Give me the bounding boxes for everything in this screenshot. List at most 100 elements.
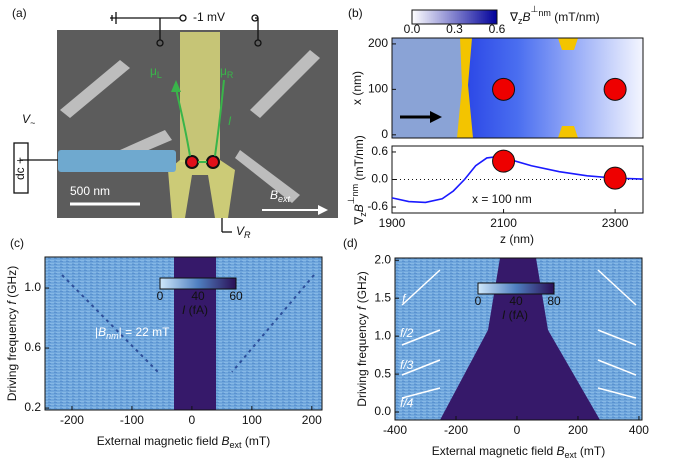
label-part: B: [352, 204, 366, 212]
heatmap-d: [394, 257, 643, 421]
y-tick-label: 1.0: [24, 280, 41, 294]
y-tick-label: -0.6: [367, 199, 388, 213]
sub: R: [244, 230, 251, 240]
harmonic-label: f/2: [400, 326, 414, 340]
y-tick-label: 1.0: [374, 328, 391, 342]
colorbar-tick: 0.3: [446, 22, 463, 36]
y-tick-label: 0.2: [24, 400, 41, 414]
x-tick-label: 0: [189, 413, 196, 427]
sub: R: [227, 70, 234, 80]
source-label: dc +: [13, 157, 27, 180]
v: V: [236, 224, 245, 238]
i: I: [182, 303, 186, 317]
colorbar: [159, 277, 237, 290]
label-part: ∇: [509, 10, 519, 24]
panel-label: (c): [10, 236, 24, 250]
y-tick-label: 0.6: [24, 340, 41, 354]
sub: nm: [106, 331, 119, 341]
y-tick-label: 2.0: [374, 252, 391, 266]
label-part: f: [5, 299, 19, 304]
label-part: ext: [230, 440, 243, 450]
y-tick-label: 1.5: [374, 290, 391, 304]
label-part: External magnetic field: [432, 444, 557, 458]
harmonic-label: f/3: [400, 358, 414, 372]
x-tick-label: 2300: [602, 216, 629, 230]
mu: μ: [220, 64, 227, 78]
axis-label: ∇zB⊥nm (mT/nm): [346, 135, 368, 226]
v: V: [22, 112, 31, 126]
colorbar-tick: 80: [547, 294, 561, 308]
label-part: nm: [538, 8, 551, 18]
sub: ~: [30, 118, 35, 128]
bias-label: -1 mV: [193, 10, 225, 24]
colorbar-label: I (fA): [182, 303, 208, 317]
colorbar: [477, 282, 555, 295]
axis-label: Driving frequency f (GHz): [5, 266, 19, 401]
label-part: (mT): [577, 444, 606, 458]
y-tick-label: 0: [381, 127, 388, 141]
label-part: ⊥: [346, 196, 356, 204]
panel-label: (b): [348, 6, 363, 20]
bmap-bg: [391, 37, 644, 139]
i: I: [502, 308, 506, 322]
b: B: [98, 325, 106, 339]
x-tick-label: -200: [60, 413, 84, 427]
label-part: f: [355, 305, 369, 310]
y-tick-label: 0.5: [374, 366, 391, 380]
axis-label: ∇zB⊥nm (mT/nm): [509, 4, 600, 26]
gate-label: VR: [236, 224, 251, 240]
axis-label: External magnetic field Bext (mT): [432, 444, 605, 460]
annotation: x = 100 nm: [472, 192, 532, 206]
unit: (fA): [185, 303, 208, 317]
harmonic-label: f: [402, 292, 407, 306]
x-tick-label: 200: [568, 423, 588, 437]
sub: ext: [278, 194, 291, 204]
curve: [391, 155, 644, 204]
scale-bar-label: 500 nm: [70, 184, 110, 198]
colorbar: [411, 9, 498, 25]
x-tick-label: -400: [383, 423, 407, 437]
dot: [492, 149, 516, 173]
y-axis-label: x (nm): [350, 71, 364, 105]
b: B: [270, 188, 278, 202]
ac-label: V~: [22, 112, 35, 128]
x-tick-label: 0: [514, 423, 521, 437]
label-part: (mT/nm): [551, 10, 600, 24]
x-tick-label: 2100: [490, 216, 517, 230]
colorbar-tick: 0.6: [489, 22, 506, 36]
mu: μ: [150, 64, 157, 78]
label-part: z: [358, 212, 368, 217]
mu-r: μR: [220, 64, 234, 80]
label-part: (mT): [242, 434, 271, 448]
x-tick-label: 1900: [379, 216, 406, 230]
y-tick-label: 0.0: [374, 404, 391, 418]
label-part: External magnetic field: [97, 434, 222, 448]
value: | = 22 mT: [119, 325, 170, 339]
dot: [603, 166, 627, 190]
bar: |: [95, 325, 98, 339]
y-tick-label: 100: [368, 82, 388, 96]
colorbar-tick: 0: [475, 294, 482, 308]
y-tick-label: 0.6: [371, 144, 388, 158]
label-part: Driving frequency: [355, 310, 369, 407]
colorbar-tick: 40: [509, 294, 523, 308]
circuit: [13, 12, 262, 233]
dot: [492, 77, 516, 101]
label-part: B: [222, 434, 230, 448]
colorbar-tick: 60: [229, 289, 243, 303]
x-tick-label: -200: [444, 423, 468, 437]
label-part: (GHz): [5, 266, 19, 301]
mu-l: μL: [150, 64, 162, 80]
colorbar-tick: 0.0: [404, 22, 421, 36]
label-part: Driving frequency: [5, 304, 19, 401]
label-part: ⊥: [531, 4, 539, 14]
dot: [603, 77, 627, 101]
label-part: ext: [565, 450, 578, 460]
field-label: Bext: [270, 188, 291, 204]
unit: (fA): [505, 308, 528, 322]
current-label: I: [228, 114, 232, 128]
axis-label: Driving frequency f (GHz): [355, 271, 369, 406]
colorbar-tick: 40: [191, 289, 205, 303]
label-part: (GHz): [355, 271, 369, 306]
